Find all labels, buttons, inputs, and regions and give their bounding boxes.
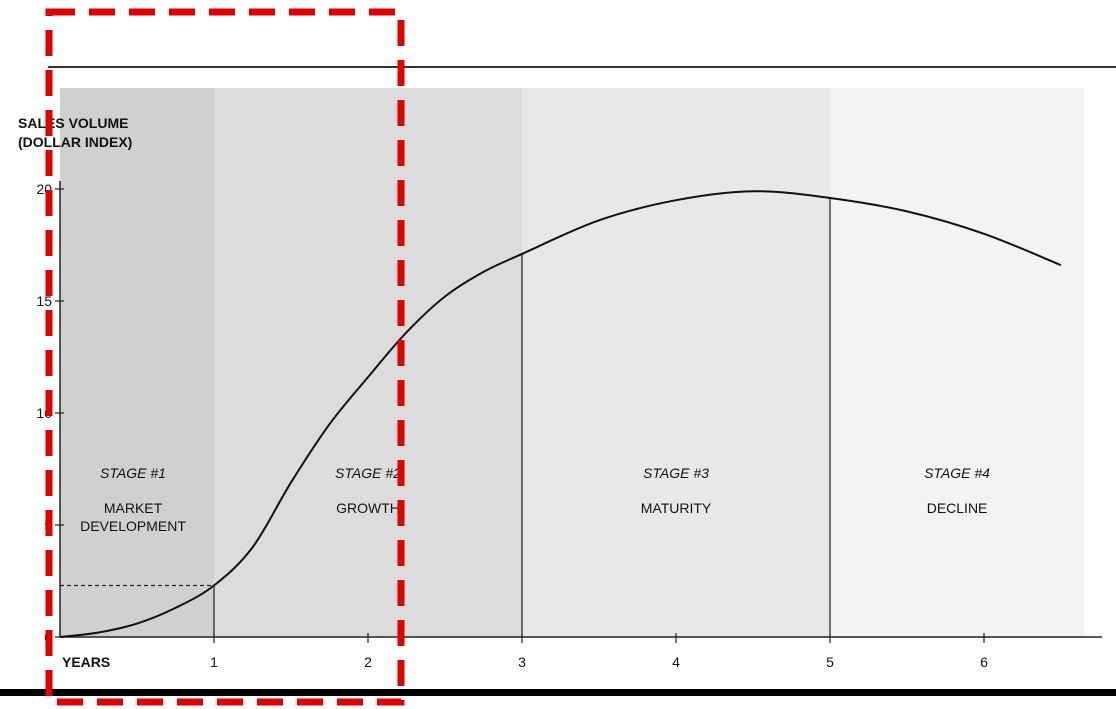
stage-4-name: DECLINE [927, 500, 988, 516]
x-tick-label: 6 [980, 654, 988, 670]
highlight-box [45, 8, 405, 706]
x-tick-label: 1 [210, 654, 218, 670]
stage-3-name: MATURITY [641, 500, 712, 516]
y-tick-label: 15 [36, 293, 52, 309]
stage-1-number: STAGE #1 [100, 465, 166, 481]
stage-2-number: STAGE #2 [335, 465, 401, 481]
stage-band-1 [60, 88, 214, 637]
stage-1-name: DEVELOPMENT [80, 518, 186, 534]
stage-band-4 [830, 88, 1085, 637]
x-axis-title: YEARS [62, 654, 110, 670]
x-tick-label: 3 [518, 654, 526, 670]
stage-2-name: GROWTH [336, 500, 400, 516]
x-tick-label: 2 [364, 654, 372, 670]
sales-curve-series-1 [59, 190, 1062, 638]
y-axis-title-line2: (DOLLAR INDEX) [18, 134, 132, 150]
stage-3-number: STAGE #3 [643, 465, 709, 481]
x-tick-label: 4 [672, 654, 680, 670]
y-axis-title-line1: SALES VOLUME [18, 115, 128, 131]
bottom-bar [0, 689, 1116, 696]
x-tick-label: 5 [826, 654, 834, 670]
stage-4-number: STAGE #4 [924, 465, 990, 481]
stage-1-name: MARKET [104, 500, 163, 516]
stage-band-3 [522, 88, 830, 637]
stage-band-2 [214, 88, 522, 637]
